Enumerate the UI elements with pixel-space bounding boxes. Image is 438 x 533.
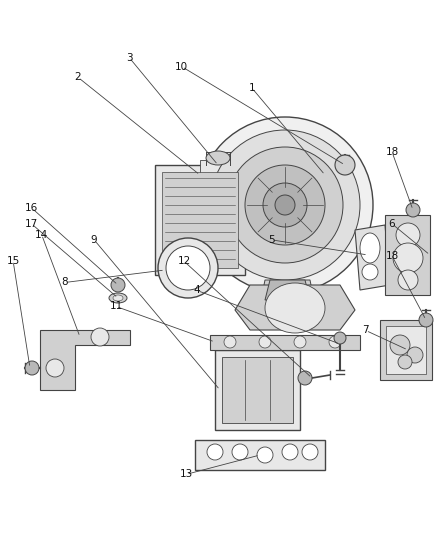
Text: 18: 18: [385, 147, 399, 157]
Ellipse shape: [207, 444, 223, 460]
Ellipse shape: [406, 203, 420, 217]
Ellipse shape: [398, 355, 412, 369]
Ellipse shape: [396, 223, 420, 247]
Text: 11: 11: [110, 302, 123, 311]
Ellipse shape: [398, 270, 418, 290]
Ellipse shape: [245, 165, 325, 245]
Polygon shape: [380, 320, 432, 380]
Ellipse shape: [263, 183, 307, 227]
Text: 13: 13: [180, 470, 193, 479]
Ellipse shape: [91, 328, 109, 346]
Ellipse shape: [257, 447, 273, 463]
Ellipse shape: [390, 335, 410, 355]
Ellipse shape: [158, 238, 218, 298]
Text: 2: 2: [74, 72, 81, 82]
Text: 17: 17: [25, 219, 38, 229]
Text: 3: 3: [126, 53, 133, 62]
Polygon shape: [195, 440, 325, 470]
Ellipse shape: [362, 264, 378, 280]
Ellipse shape: [298, 371, 312, 385]
Text: 9: 9: [91, 235, 98, 245]
Text: 15: 15: [7, 256, 20, 266]
Ellipse shape: [210, 130, 360, 280]
Text: 10: 10: [175, 62, 188, 71]
Polygon shape: [222, 357, 293, 423]
Text: 12: 12: [177, 256, 191, 266]
Text: 16: 16: [25, 203, 38, 213]
Ellipse shape: [419, 313, 433, 327]
Ellipse shape: [206, 151, 230, 165]
Polygon shape: [386, 326, 426, 374]
Polygon shape: [155, 165, 245, 275]
Polygon shape: [265, 280, 310, 300]
Ellipse shape: [113, 295, 123, 301]
Ellipse shape: [302, 444, 318, 460]
Polygon shape: [235, 285, 355, 330]
Text: 5: 5: [268, 235, 275, 245]
Polygon shape: [210, 335, 360, 350]
Text: 7: 7: [362, 326, 369, 335]
Ellipse shape: [224, 336, 236, 348]
Ellipse shape: [111, 278, 125, 292]
Ellipse shape: [335, 155, 355, 175]
Ellipse shape: [360, 233, 380, 263]
Ellipse shape: [329, 336, 341, 348]
Ellipse shape: [227, 147, 343, 263]
Polygon shape: [240, 200, 270, 220]
Polygon shape: [355, 225, 390, 290]
Text: 18: 18: [385, 251, 399, 261]
Ellipse shape: [393, 243, 423, 273]
Ellipse shape: [275, 195, 295, 215]
Text: 4: 4: [194, 286, 201, 295]
Ellipse shape: [259, 336, 271, 348]
Ellipse shape: [282, 444, 298, 460]
Ellipse shape: [294, 336, 306, 348]
Ellipse shape: [197, 117, 373, 293]
Text: 8: 8: [61, 278, 68, 287]
Polygon shape: [260, 280, 315, 305]
Text: 14: 14: [35, 230, 48, 239]
Text: 1: 1: [248, 83, 255, 93]
Ellipse shape: [46, 359, 64, 377]
Ellipse shape: [25, 361, 39, 375]
Ellipse shape: [265, 283, 325, 333]
Ellipse shape: [334, 332, 346, 344]
Polygon shape: [200, 160, 245, 175]
Ellipse shape: [232, 444, 248, 460]
Ellipse shape: [407, 347, 423, 363]
Ellipse shape: [166, 246, 210, 290]
Polygon shape: [215, 350, 300, 430]
Polygon shape: [40, 330, 130, 390]
Polygon shape: [162, 172, 238, 268]
Polygon shape: [385, 215, 430, 295]
Ellipse shape: [109, 293, 127, 303]
Text: 6: 6: [389, 219, 396, 229]
